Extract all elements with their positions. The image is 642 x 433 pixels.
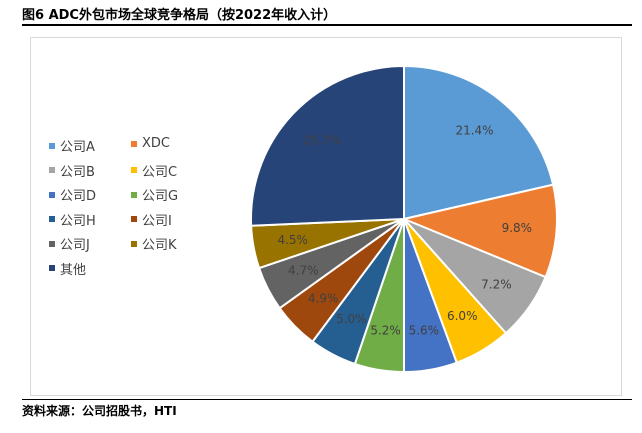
slice-label: 25.7% [303, 134, 341, 148]
legend-label: 公司C [142, 164, 178, 180]
legend-swatch [131, 216, 137, 222]
legend-label: 公司K [142, 238, 177, 253]
figure-title: 图6 ADC外包市场全球竞争格局（按2022年收入计） [22, 8, 337, 23]
legend-swatch [49, 191, 55, 198]
slice-label: 4.7% [288, 264, 319, 278]
slice-label: 6.0% [447, 309, 478, 323]
slice-label: 4.5% [277, 233, 308, 247]
slice-label: 4.9% [308, 291, 339, 305]
pie-slice [250, 64, 405, 227]
legend-label: 公司H [60, 213, 96, 229]
legend-swatch [49, 240, 55, 247]
pie-chart: 21.4% 9.8% 7.2% 6.0% 5.6% 5.2%5.0% 4.9% 4.7% 4.5… [250, 64, 558, 374]
slice-label: 5.6% [409, 323, 440, 337]
chart-frame: 公司A XDC 公司B 公司C 公司D 公司G 公司H 公司I 公司J 公司K 其他 21.4% 9.… [30, 37, 622, 396]
legend-item: 公司J [49, 234, 90, 253]
legend-label: 公司A [60, 140, 95, 155]
slice-label: 5.0% [336, 312, 367, 326]
legend-item: 公司G [131, 185, 178, 204]
pie-slice [403, 64, 555, 221]
legend-item: 公司B [49, 161, 95, 180]
legend-swatch [49, 265, 55, 271]
slice-label: 21.4% [455, 123, 493, 137]
legend-label: 公司J [60, 238, 90, 253]
legend-swatch [131, 240, 137, 247]
legend-swatch [131, 191, 137, 198]
legend-item: 公司I [131, 210, 172, 229]
slice-label: 5.2% [370, 324, 401, 338]
legend-label: 公司G [142, 189, 179, 204]
title-rule [22, 24, 632, 26]
legend-item: 公司H [49, 210, 96, 229]
legend-item: 公司A [49, 136, 95, 155]
legend-item: XDC [131, 136, 170, 151]
legend-swatch [49, 167, 55, 173]
legend-swatch [49, 216, 55, 222]
legend-label: 公司D [60, 189, 97, 204]
legend-item: 公司K [131, 234, 177, 253]
bottom-rule [22, 399, 632, 400]
legend-label: 其他 [60, 262, 87, 278]
legend-label: 公司B [60, 164, 95, 180]
legend-label: 公司I [142, 213, 172, 229]
legend-swatch [131, 167, 137, 173]
legend-label: XDC [142, 136, 170, 151]
legend-swatch [131, 140, 137, 147]
legend-item: 公司C [131, 161, 177, 180]
source-note: 资料来源：公司招股书，HTI [22, 404, 177, 418]
legend-item: 公司D [49, 185, 96, 204]
pie-slice [400, 183, 558, 279]
legend-swatch [49, 142, 55, 149]
legend-item: 其他 [49, 259, 86, 278]
slice-label: 7.2% [481, 277, 512, 291]
slice-label: 9.8% [502, 221, 533, 235]
